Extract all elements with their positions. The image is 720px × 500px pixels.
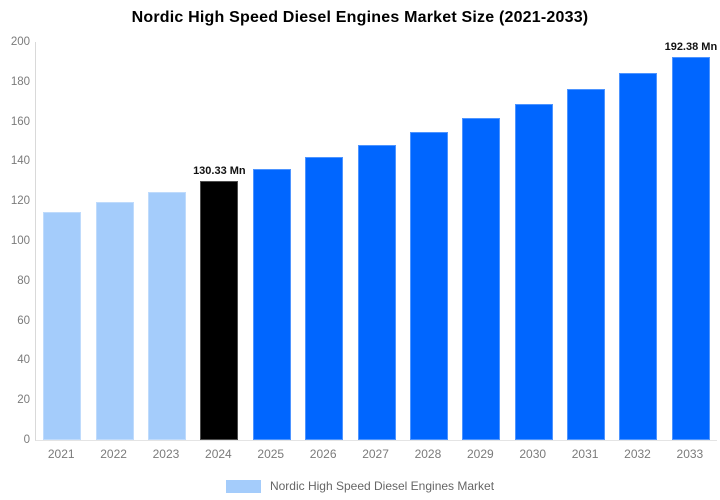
bar-2031[interactable] xyxy=(567,89,606,440)
bar-slot-2025 xyxy=(246,42,298,440)
x-tick-label-2022: 2022 xyxy=(100,447,127,461)
x-tick-label-2023: 2023 xyxy=(152,447,180,461)
bar-2026[interactable] xyxy=(305,157,344,440)
bar-slot-2024: 130.33 Mn xyxy=(193,42,246,440)
y-tick-label: 160 xyxy=(10,115,30,128)
bar-slot-2032 xyxy=(612,42,664,440)
bar-slot-2033: 192.38 Mn xyxy=(664,41,718,440)
bar-2025[interactable] xyxy=(252,169,291,440)
bar-slot-2026 xyxy=(298,42,350,440)
plot-area: 130.33 Mn 192.38 Mn xyxy=(35,41,718,441)
y-tick-label: 120 xyxy=(10,195,30,208)
bar-slot-2028 xyxy=(403,42,455,440)
x-tick-label-2031: 2031 xyxy=(571,447,599,461)
legend-item[interactable]: Nordic High Speed Diesel Engines Market xyxy=(0,477,720,495)
x-tick-label-2025: 2025 xyxy=(257,447,285,461)
y-tick-label: 40 xyxy=(17,354,30,367)
x-axis: 2021 2022 2023 2024 2025 2026 2027 2028 2029 2030… xyxy=(35,447,716,461)
x-tick-label-2029: 2029 xyxy=(466,447,494,461)
y-tick-label: 200 xyxy=(10,36,30,48)
bar-2033[interactable] xyxy=(671,57,710,440)
bar-value-label-2024: 130.33 Mn xyxy=(193,165,246,177)
x-tick-label-2024: 2024 xyxy=(205,447,232,461)
y-tick-label: 0 xyxy=(23,434,30,446)
bar-value-label-2033: 192.38 Mn xyxy=(664,41,718,53)
y-tick-label: 20 xyxy=(17,394,30,407)
x-tick-label-2032: 2032 xyxy=(624,447,651,461)
x-tick-label-2027: 2027 xyxy=(362,447,389,461)
bar-2022[interactable] xyxy=(95,202,134,440)
x-tick-label-2028: 2028 xyxy=(414,447,442,461)
x-tick-label-2026: 2026 xyxy=(309,447,337,461)
legend-label: Nordic High Speed Diesel Engines Market xyxy=(269,479,495,493)
bar-slot-2022 xyxy=(88,42,140,440)
bar-slot-2023 xyxy=(141,42,193,440)
bar-2023[interactable] xyxy=(147,192,186,440)
bar-2029[interactable] xyxy=(462,118,501,440)
bar-2032[interactable] xyxy=(619,73,658,440)
bar-2021[interactable] xyxy=(43,212,82,440)
chart-title: Nordic High Speed Diesel Engines Market … xyxy=(131,9,589,26)
bar-slot-2029 xyxy=(455,42,507,440)
bar-2030[interactable] xyxy=(514,104,553,440)
bar-slot-2027 xyxy=(350,42,402,440)
y-tick-label: 140 xyxy=(10,155,30,168)
y-tick-label: 80 xyxy=(17,274,30,287)
bar-series: 130.33 Mn 192.38 Mn xyxy=(36,41,718,440)
y-tick-label: 180 xyxy=(10,75,30,88)
x-tick-label-2030: 2030 xyxy=(519,447,547,461)
bar-2024[interactable] xyxy=(200,181,239,440)
legend-swatch xyxy=(225,479,261,493)
x-tick-label-2033: 2033 xyxy=(676,447,704,461)
bar-2027[interactable] xyxy=(357,145,396,440)
bar-slot-2031 xyxy=(560,42,612,440)
bar-slot-2021 xyxy=(36,42,88,440)
bar-2028[interactable] xyxy=(409,132,448,440)
y-tick-label: 100 xyxy=(10,235,30,247)
y-tick-label: 60 xyxy=(17,314,30,327)
bar-slot-2030 xyxy=(508,42,560,440)
x-tick-label-2021: 2021 xyxy=(47,447,75,461)
